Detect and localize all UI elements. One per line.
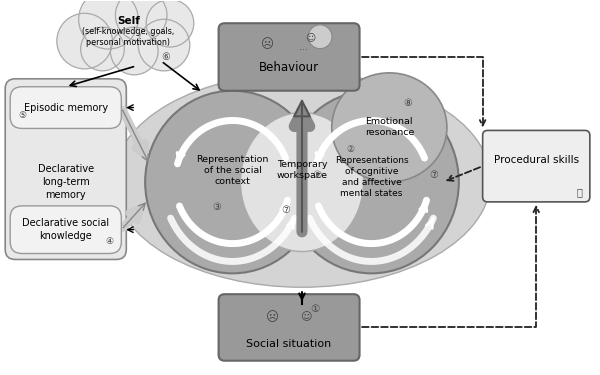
Text: ⑪: ⑪ <box>577 187 583 197</box>
Text: Behaviour: Behaviour <box>259 61 319 74</box>
FancyBboxPatch shape <box>10 206 121 254</box>
FancyBboxPatch shape <box>5 79 126 260</box>
FancyBboxPatch shape <box>10 87 121 129</box>
FancyBboxPatch shape <box>218 294 359 361</box>
Circle shape <box>79 0 138 49</box>
Text: ⑧: ⑧ <box>403 98 412 108</box>
Text: ☹: ☹ <box>266 311 278 324</box>
Circle shape <box>308 25 332 49</box>
Ellipse shape <box>241 112 364 252</box>
Text: ☺: ☺ <box>305 32 315 42</box>
Circle shape <box>80 27 124 71</box>
Text: ④: ④ <box>105 237 113 246</box>
Text: Declarative social
knowledge: Declarative social knowledge <box>22 219 109 241</box>
Ellipse shape <box>79 8 178 59</box>
Circle shape <box>146 0 194 47</box>
Text: ②: ② <box>347 145 355 154</box>
Text: ⑥: ⑥ <box>161 52 170 62</box>
Text: (self-knowledge, goals,
personal motivation): (self-knowledge, goals, personal motivat… <box>82 27 175 47</box>
Text: Representation
of the social
context: Representation of the social context <box>196 154 269 186</box>
Ellipse shape <box>332 73 447 182</box>
Ellipse shape <box>145 91 320 273</box>
Circle shape <box>110 27 158 75</box>
FancyBboxPatch shape <box>482 130 590 202</box>
Text: ⑦: ⑦ <box>430 170 439 180</box>
Text: ···: ··· <box>299 45 308 55</box>
Text: ⑨: ⑨ <box>312 170 321 180</box>
Ellipse shape <box>284 91 459 273</box>
Text: ☺: ☺ <box>300 312 312 322</box>
Text: Episodic memory: Episodic memory <box>23 103 108 112</box>
Text: ③: ③ <box>212 202 221 212</box>
Text: Social situation: Social situation <box>247 339 332 349</box>
Text: ☹: ☹ <box>262 38 274 51</box>
Text: Declarative
long-term
memory: Declarative long-term memory <box>38 164 94 200</box>
Text: Representations
of cognitive
and affective
mental states: Representations of cognitive and affecti… <box>335 156 408 198</box>
Circle shape <box>57 13 112 69</box>
Text: ①: ① <box>310 304 319 314</box>
Circle shape <box>138 19 190 71</box>
Text: ⑦: ⑦ <box>282 205 290 215</box>
Text: Temporary
workspace: Temporary workspace <box>277 160 328 180</box>
Ellipse shape <box>113 73 491 287</box>
Text: Emotional
resonance: Emotional resonance <box>365 117 414 138</box>
Text: Self: Self <box>117 16 140 26</box>
Text: Procedural skills: Procedural skills <box>494 156 579 165</box>
FancyBboxPatch shape <box>218 23 359 91</box>
Text: ⑤: ⑤ <box>18 111 26 120</box>
Circle shape <box>115 0 167 41</box>
